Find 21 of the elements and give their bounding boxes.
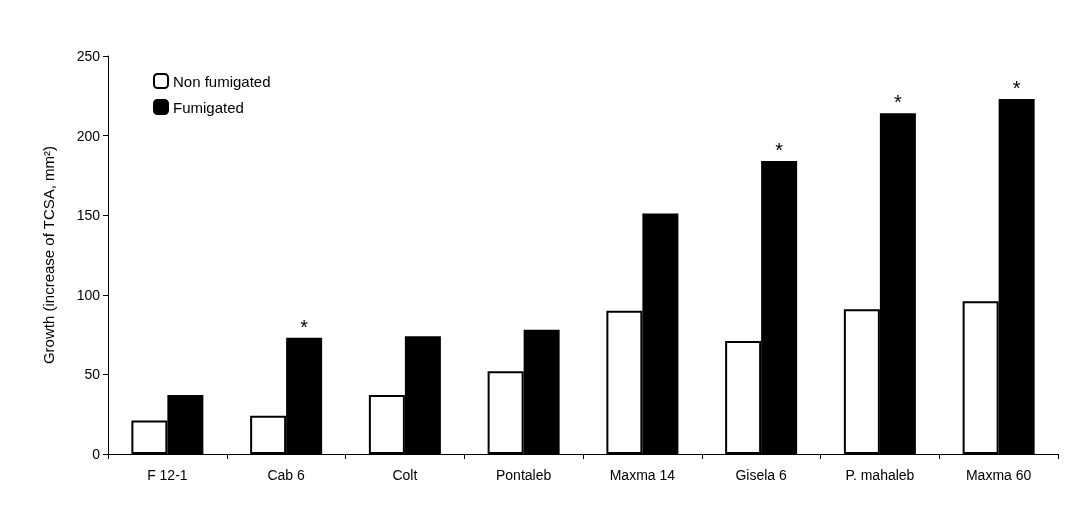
x-tick-label: P. mahaleb (845, 467, 915, 483)
y-tick-label: 50 (84, 366, 101, 383)
y-tick-label: 200 (76, 127, 101, 144)
annotation: * (1012, 76, 1021, 99)
y-tick-label: 150 (76, 207, 101, 224)
y-tick-label: 250 (76, 48, 101, 64)
x-tick-label: Maxma 14 (609, 467, 676, 483)
x-tick-label: Gisela 6 (735, 467, 788, 483)
annotation: * (775, 139, 784, 162)
x-tick-label: F 12-1 (147, 467, 188, 483)
x-tick-label: Maxma 60 (965, 467, 1032, 483)
x-tick-label: Cab 6 (267, 467, 306, 483)
annotation: * (893, 91, 902, 114)
y-axis-title: Growth (increase of TCSA, mm²) (40, 145, 57, 365)
x-tick-label: Pontaleb (495, 467, 552, 483)
x-tick-label: Colt (392, 467, 418, 483)
legend-label: Non fumigated (173, 72, 271, 90)
annotation: * (300, 315, 309, 338)
y-tick-label: 100 (76, 286, 101, 303)
y-tick-label: 0 (92, 446, 101, 462)
legend-label: Fumigated (173, 98, 244, 116)
